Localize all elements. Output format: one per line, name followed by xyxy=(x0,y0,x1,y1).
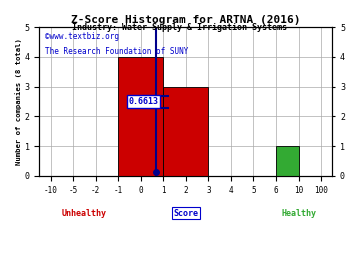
Y-axis label: Number of companies (8 total): Number of companies (8 total) xyxy=(15,38,22,165)
Text: The Research Foundation of SUNY: The Research Foundation of SUNY xyxy=(45,46,189,56)
Bar xyxy=(276,146,298,176)
Text: Healthy: Healthy xyxy=(281,209,316,218)
Bar xyxy=(118,57,163,176)
Text: Unhealthy: Unhealthy xyxy=(62,209,107,218)
Text: ©www.textbiz.org: ©www.textbiz.org xyxy=(45,32,119,41)
Text: Industry: Water Supply & Irrigation Systems: Industry: Water Supply & Irrigation Syst… xyxy=(72,23,288,32)
Title: Z-Score Histogram for ARTNA (2016): Z-Score Histogram for ARTNA (2016) xyxy=(71,15,301,25)
Bar xyxy=(163,87,208,176)
Text: 0.6613: 0.6613 xyxy=(128,97,158,106)
Text: Score: Score xyxy=(174,209,198,218)
